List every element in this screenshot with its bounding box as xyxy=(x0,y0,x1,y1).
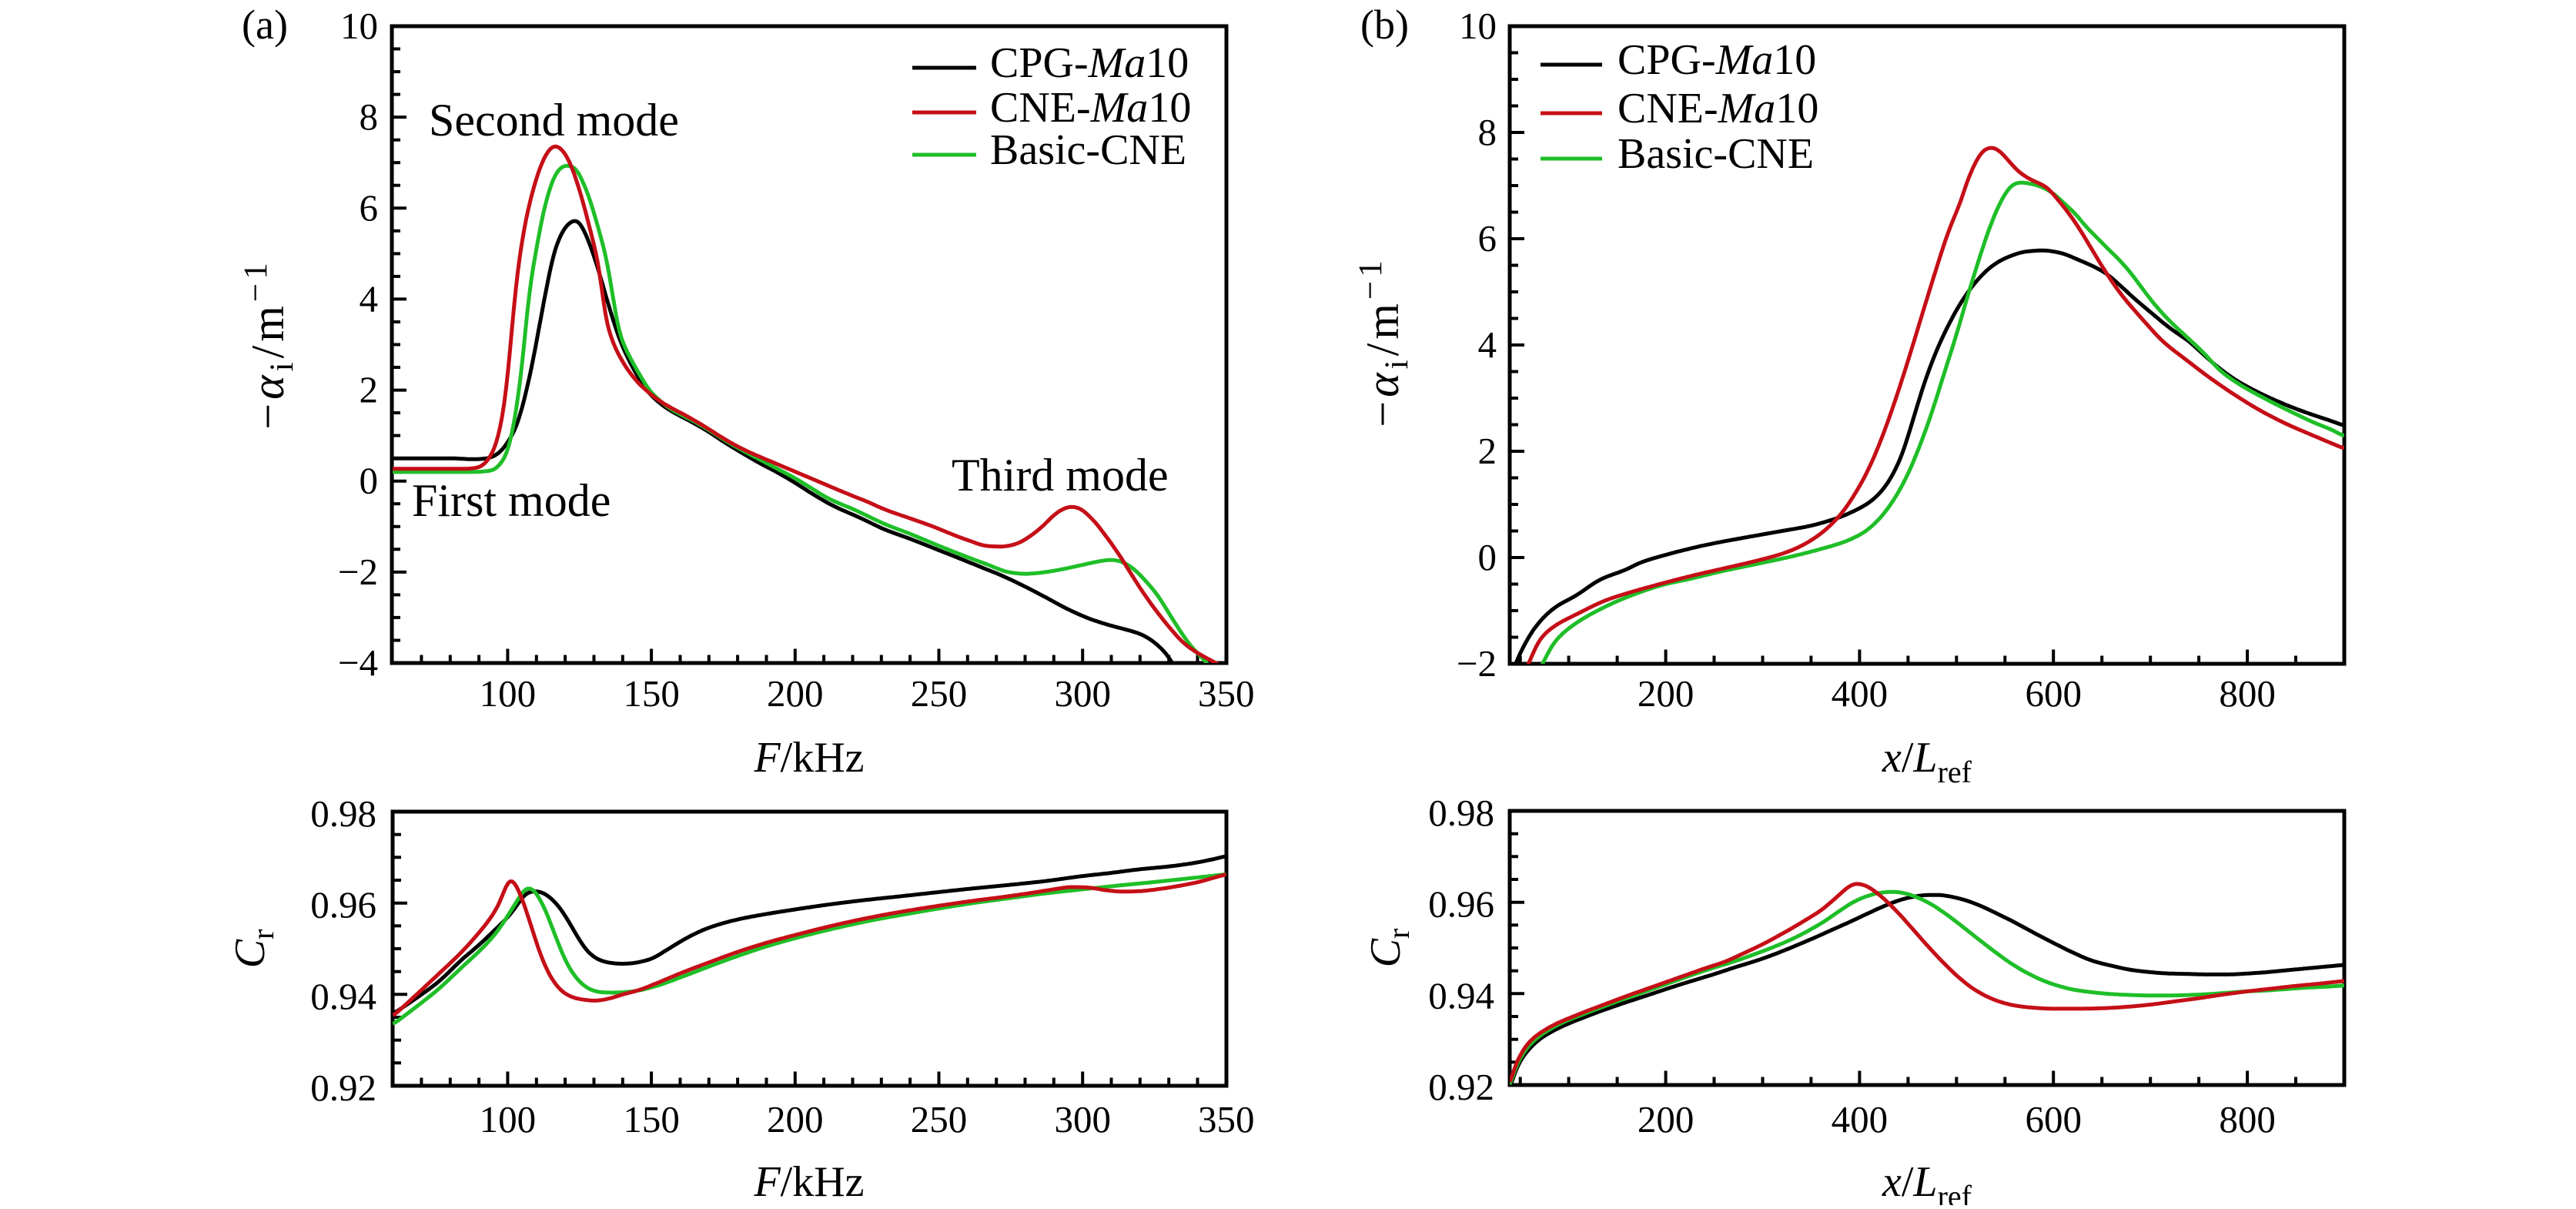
svg-text:250: 250 xyxy=(911,672,968,715)
svg-text:CPG-Ma10: CPG-Ma10 xyxy=(1618,36,1816,84)
svg-text:−2: −2 xyxy=(338,551,378,593)
svg-text:8: 8 xyxy=(1478,111,1497,153)
svg-text:6: 6 xyxy=(360,186,379,229)
svg-text:600: 600 xyxy=(2025,1098,2082,1140)
svg-text:−4: −4 xyxy=(338,641,378,684)
svg-text:CPG-Ma10: CPG-Ma10 xyxy=(990,39,1189,87)
svg-text:100: 100 xyxy=(480,1098,537,1140)
svg-text:x/Lref: x/Lref xyxy=(1882,734,1972,789)
svg-text:CNE-Ma10: CNE-Ma10 xyxy=(990,84,1191,132)
svg-text:Cr: Cr xyxy=(226,929,280,969)
svg-text:0.98: 0.98 xyxy=(310,792,376,835)
svg-text:800: 800 xyxy=(2219,1098,2276,1140)
svg-text:0.94: 0.94 xyxy=(1428,974,1494,1016)
svg-text:300: 300 xyxy=(1054,1098,1111,1140)
svg-text:−αi/m−1: −αi/m−1 xyxy=(238,259,300,429)
svg-text:350: 350 xyxy=(1198,1098,1255,1140)
svg-text:8: 8 xyxy=(360,95,379,138)
svg-text:(a): (a) xyxy=(242,2,288,48)
svg-text:F/kHz: F/kHz xyxy=(753,734,864,782)
svg-text:400: 400 xyxy=(1832,672,1889,715)
svg-text:200: 200 xyxy=(767,672,824,715)
svg-text:0.96: 0.96 xyxy=(310,884,376,926)
svg-text:Cr: Cr xyxy=(1362,929,1416,968)
svg-text:CNE-Ma10: CNE-Ma10 xyxy=(1618,85,1818,132)
svg-text:6: 6 xyxy=(1478,217,1497,260)
svg-text:x/Lref: x/Lref xyxy=(1882,1158,1972,1205)
svg-text:200: 200 xyxy=(1638,672,1694,715)
svg-text:350: 350 xyxy=(1198,672,1255,715)
svg-text:F/kHz: F/kHz xyxy=(753,1158,864,1205)
svg-text:2: 2 xyxy=(360,369,379,411)
svg-text:4: 4 xyxy=(1478,323,1497,366)
svg-text:10: 10 xyxy=(340,5,378,47)
svg-text:0.92: 0.92 xyxy=(1428,1066,1494,1108)
svg-text:Basic-CNE: Basic-CNE xyxy=(1618,130,1814,178)
svg-text:−2: −2 xyxy=(1457,642,1497,685)
svg-text:0: 0 xyxy=(1478,536,1497,578)
svg-text:0.94: 0.94 xyxy=(310,975,376,1017)
svg-text:Second mode: Second mode xyxy=(429,95,679,146)
svg-text:300: 300 xyxy=(1054,672,1111,715)
svg-text:Third mode: Third mode xyxy=(952,450,1169,501)
svg-text:(b): (b) xyxy=(1360,2,1409,48)
svg-text:0.96: 0.96 xyxy=(1428,883,1494,926)
svg-text:100: 100 xyxy=(480,672,537,715)
svg-text:0: 0 xyxy=(360,460,379,502)
svg-text:4: 4 xyxy=(360,277,379,320)
svg-text:0.92: 0.92 xyxy=(310,1067,376,1109)
svg-text:−αi/m−1: −αi/m−1 xyxy=(1353,256,1415,427)
svg-text:200: 200 xyxy=(767,1098,824,1140)
svg-text:First mode: First mode xyxy=(412,475,611,526)
svg-text:0.98: 0.98 xyxy=(1428,792,1494,834)
svg-text:600: 600 xyxy=(2025,672,2082,715)
svg-text:10: 10 xyxy=(1459,5,1497,47)
svg-text:250: 250 xyxy=(911,1098,968,1140)
svg-text:2: 2 xyxy=(1478,430,1497,472)
svg-text:150: 150 xyxy=(623,1098,680,1140)
svg-text:400: 400 xyxy=(1832,1098,1889,1140)
svg-text:800: 800 xyxy=(2219,672,2276,715)
svg-text:200: 200 xyxy=(1638,1098,1694,1140)
svg-text:Basic-CNE: Basic-CNE xyxy=(990,126,1186,174)
svg-text:150: 150 xyxy=(623,672,680,715)
